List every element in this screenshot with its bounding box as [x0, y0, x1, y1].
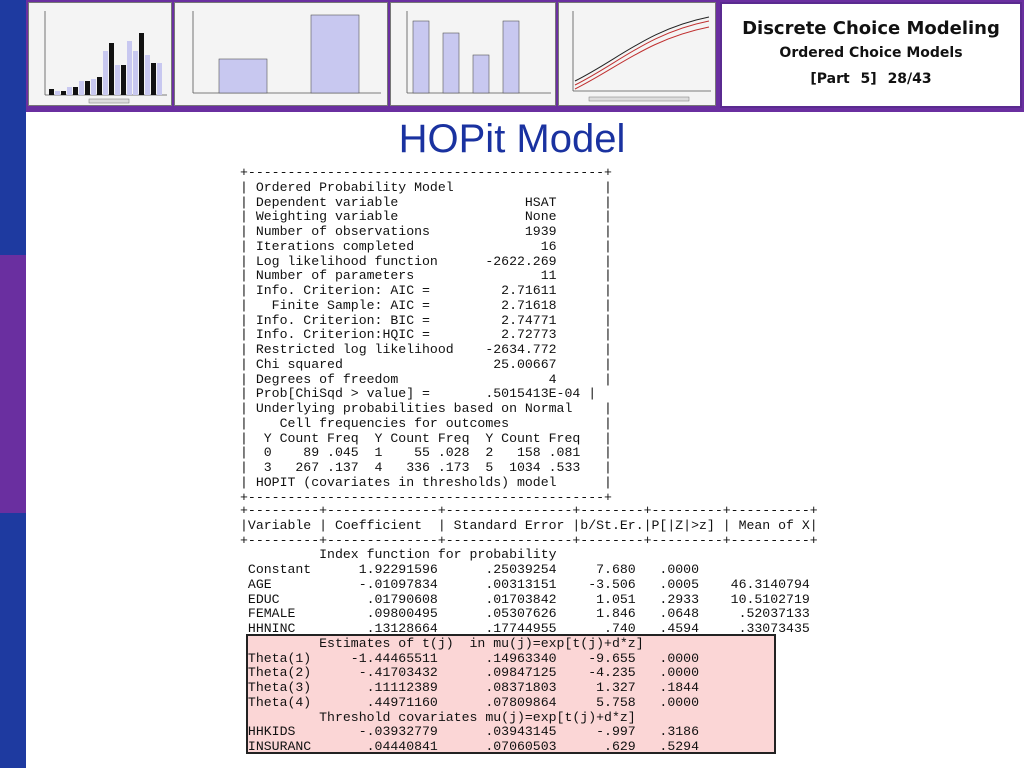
coefficient-table-output: +---------+--------------+--------------… — [240, 503, 818, 755]
summary-line: | Y Count Freq Y Count Freq Y Count Freq… — [240, 430, 612, 446]
table-line: Threshold covariates mu(j)=exp[t(j)+d*z] — [240, 709, 636, 725]
table-line: Estimates of t(j) in mu(j)=exp[t(j)+d*z] — [240, 635, 644, 651]
summary-line: | Ordered Probability Model | — [240, 179, 612, 195]
summary-line: | Iterations completed 16 | — [240, 238, 612, 254]
table-line: |Variable | Coefficient | Standard Error… — [240, 517, 818, 533]
summary-line: | Info. Criterion: AIC = 2.71611 | — [240, 283, 612, 298]
table-line: AGE -.01097834 .00313151 -3.506 .0005 46… — [240, 576, 810, 592]
summary-line: | Underlying probabilities based on Norm… — [240, 401, 612, 416]
table-line: Theta(3) .11112389 .08371803 1.327 .1844 — [240, 680, 699, 695]
slide-header-box: Discrete Choice Modeling Ordered Choice … — [720, 2, 1022, 108]
summary-line: | Info. Criterion:HQIC = 2.72773 | — [240, 327, 612, 343]
summary-line: | Log likelihood function -2622.269 | — [240, 253, 612, 269]
table-line: +---------+--------------+--------------… — [240, 503, 818, 518]
summary-line: | Cell frequencies for outcomes | — [240, 415, 612, 431]
summary-line: | Degrees of freedom 4 | — [240, 371, 612, 387]
slide-number: 28/43 — [887, 71, 932, 87]
table-line: HHNINC .13128664 .17744955 .740 .4594 .3… — [240, 621, 810, 636]
table-line: Theta(1) -1.44465511 .14963340 -9.655 .0… — [240, 650, 699, 666]
summary-line: +---------------------------------------… — [240, 489, 612, 505]
summary-line: | Dependent variable HSAT | — [240, 194, 612, 210]
header-banner: Discrete Choice Modeling Ordered Choice … — [26, 0, 1024, 112]
page-title: HOPit Model — [398, 117, 626, 161]
summary-line: +---------------------------------------… — [240, 165, 612, 180]
summary-line: | Info. Criterion: BIC = 2.74771 | — [240, 312, 612, 328]
table-line: HHKIDS -.03932779 .03943145 -.997 .3186 — [240, 724, 699, 740]
summary-line: | Weighting variable None | — [240, 209, 612, 225]
summary-line: | 0 89 .045 1 55 .028 2 158 .081 | — [240, 445, 612, 461]
table-line: Constant 1.92291596 .25039254 7.680 .000… — [240, 562, 699, 577]
bar-chart-thumbnail — [174, 2, 388, 106]
summary-line: | Number of observations 1939 | — [240, 224, 612, 239]
summary-line: | Chi squared 25.00667 | — [240, 356, 612, 372]
line-chart-thumbnail — [558, 2, 716, 106]
summary-line: | HOPIT (covariates in thresholds) model… — [240, 474, 612, 490]
summary-line: | Finite Sample: AIC = 2.71618 | — [240, 297, 612, 313]
lecture-subtitle: Ordered Choice Models — [779, 45, 963, 61]
table-line: FEMALE .09800495 .05307626 1.846 .0648 .… — [240, 606, 810, 622]
table-line: Index function for probability — [240, 547, 557, 563]
table-line: Theta(2) -.41703432 .09847125 -4.235 .00… — [240, 665, 699, 681]
summary-line: | Restricted log likelihood -2634.772 | — [240, 342, 612, 357]
summary-line: | 3 267 .137 4 336 .173 5 1034 .533 | — [240, 460, 612, 475]
threshold-highlight-box — [246, 634, 776, 754]
table-line: +---------+--------------+--------------… — [240, 532, 818, 548]
summary-line: | Prob[ChiSqd > value] = .5015413E-04 | — [240, 386, 597, 402]
summary-line: | Number of parameters 11 | — [240, 268, 612, 284]
model-summary-output: +---------------------------------------… — [240, 165, 612, 505]
part-label: [Part 5] — [810, 71, 877, 87]
table-line: EDUC .01790608 .01703842 1.051 .2933 10.… — [240, 591, 810, 607]
course-title: Discrete Choice Modeling — [742, 18, 1000, 39]
left-color-bar — [0, 0, 26, 768]
table-line: INSURANC .04440841 .07060503 .629 .5294 — [240, 739, 699, 754]
histogram-thumbnail — [28, 2, 172, 106]
slide-counter: [Part 5] 28/43 — [722, 71, 1020, 87]
bar-chart-thumbnail — [390, 2, 556, 106]
table-line: Theta(4) .44971160 .07809864 5.758 .0000 — [240, 694, 699, 710]
